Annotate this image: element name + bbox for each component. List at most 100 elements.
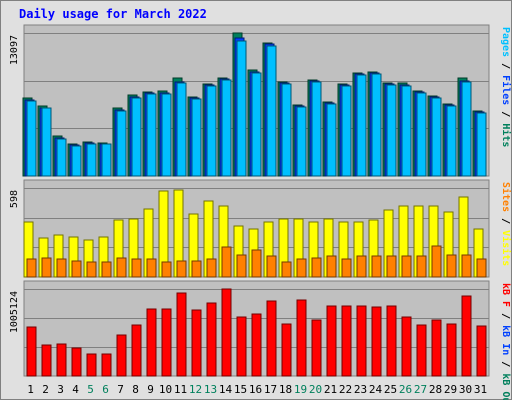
x-tick-label-day-14: 14	[219, 383, 233, 396]
x-tick-label-day-8: 8	[132, 383, 139, 396]
bar-kb-f-day-1	[26, 326, 37, 377]
bar-sites-day-6	[101, 261, 112, 278]
bar-sites-day-17	[266, 255, 277, 278]
side-label-part: Hits	[500, 123, 512, 147]
x-tick-label-day-4: 4	[72, 383, 79, 396]
bar-pages-day-10	[161, 93, 172, 177]
bar-kb-f-day-4	[71, 347, 82, 377]
side-label-part: /	[500, 105, 511, 123]
side-label-part: Sites	[500, 182, 512, 212]
series-visits	[23, 189, 484, 278]
x-tick-label-day-22: 22	[339, 383, 352, 396]
x-tick-label-day-2: 2	[42, 383, 49, 396]
panel-visits-max-label: 598	[9, 190, 20, 208]
bar-sites-day-18	[281, 261, 292, 278]
bar-pages-day-2	[41, 107, 52, 177]
bar-kb-f-day-25	[386, 305, 397, 377]
bar-sites-day-13	[206, 258, 217, 278]
x-tick-label-day-25: 25	[384, 383, 397, 396]
bar-pages-day-13	[206, 85, 217, 177]
bar-kb-f-day-23	[356, 305, 367, 377]
bar-pages-day-3	[56, 138, 67, 177]
bar-sites-day-15	[236, 254, 247, 278]
chart-title: Daily usage for March 2022	[19, 7, 207, 21]
bar-pages-day-27	[416, 92, 427, 177]
bar-pages-day-5	[86, 143, 97, 177]
bar-kb-f-day-14	[221, 288, 232, 377]
panel-visits-side-label: Sites / Visits	[500, 182, 512, 266]
bar-kb-f-day-17	[266, 300, 277, 377]
bar-pages-day-9	[146, 93, 157, 177]
x-tick-label-day-18: 18	[279, 383, 292, 396]
side-label-part: Pages	[500, 27, 511, 57]
bar-pages-day-24	[371, 73, 382, 177]
side-label-part: Visits	[500, 230, 512, 266]
bar-sites-day-10	[161, 261, 172, 278]
bar-sites-day-20	[311, 257, 322, 278]
bar-kb-f-day-16	[251, 313, 262, 377]
bar-pages-day-30	[461, 81, 472, 177]
x-tick-label-day-19: 19	[294, 383, 307, 396]
side-label-part: /	[500, 212, 511, 230]
bar-pages-day-22	[341, 85, 352, 177]
panel-kbytes-max-label: 1005124	[9, 291, 20, 333]
panel-hits-max-label: 13097	[9, 35, 20, 65]
bar-sites-day-8	[131, 258, 142, 278]
bar-pages-day-25	[386, 84, 397, 177]
bar-pages-day-26	[401, 85, 412, 177]
bar-sites-day-12	[191, 260, 202, 278]
x-tick-label-day-21: 21	[324, 383, 337, 396]
bar-sites-day-16	[251, 249, 262, 278]
bar-kb-f-day-11	[176, 292, 187, 377]
bar-kb-f-day-12	[191, 309, 202, 377]
bar-kb-f-day-18	[281, 323, 292, 377]
x-tick-label-day-28: 28	[429, 383, 442, 396]
x-tick-label-day-7: 7	[117, 383, 124, 396]
bar-pages-day-16	[251, 72, 262, 177]
x-tick-label-day-9: 9	[147, 383, 154, 396]
x-tick-label-day-23: 23	[354, 383, 367, 396]
bar-sites-day-31	[476, 258, 487, 278]
bar-pages-day-6	[101, 143, 112, 177]
panel-kbytes: 1005124 kB F / kB In / kB Out	[9, 280, 511, 400]
panel-hits-side-label: Pages / Files / Hits	[500, 27, 512, 147]
bar-sites-day-30	[461, 254, 472, 278]
bar-sites-day-14	[221, 246, 232, 278]
bar-sites-day-19	[296, 258, 307, 278]
panel-visits: 598 Sites / Visits	[9, 179, 512, 278]
side-label-part: kB F	[500, 283, 511, 307]
bar-sites-day-5	[86, 261, 97, 278]
bar-sites-day-26	[401, 255, 412, 278]
bar-kb-f-day-29	[446, 323, 457, 377]
x-tick-label-day-1: 1	[27, 383, 34, 396]
bar-pages-day-12	[191, 98, 202, 177]
bar-sites-day-22	[341, 258, 352, 278]
bar-kb-f-day-24	[371, 306, 382, 377]
bar-sites-day-25	[386, 255, 397, 278]
bar-pages-day-11	[176, 82, 187, 177]
x-tick-label-day-15: 15	[234, 383, 247, 396]
x-tick-label-day-17: 17	[264, 383, 277, 396]
x-tick-label-day-10: 10	[159, 383, 172, 396]
bar-kb-f-day-10	[161, 308, 172, 377]
bar-pages-day-28	[431, 97, 442, 177]
bar-pages-day-15	[236, 40, 247, 177]
bar-sites-day-29	[446, 254, 457, 278]
bar-kb-f-day-28	[431, 319, 442, 377]
bar-sites-day-21	[326, 255, 337, 278]
x-tick-label-day-12: 12	[189, 383, 202, 396]
bar-sites-day-3	[56, 258, 67, 278]
side-label-part: /	[500, 307, 511, 325]
bar-sites-day-4	[71, 260, 82, 278]
bar-pages-day-20	[311, 81, 322, 177]
x-tick-label-day-27: 27	[414, 383, 427, 396]
bar-pages-day-14	[221, 79, 232, 177]
x-tick-label-day-30: 30	[459, 383, 472, 396]
series-sites	[26, 245, 487, 278]
x-tick-label-day-24: 24	[369, 383, 383, 396]
bar-sites-day-28	[431, 245, 442, 278]
bar-kb-f-day-26	[401, 316, 412, 377]
